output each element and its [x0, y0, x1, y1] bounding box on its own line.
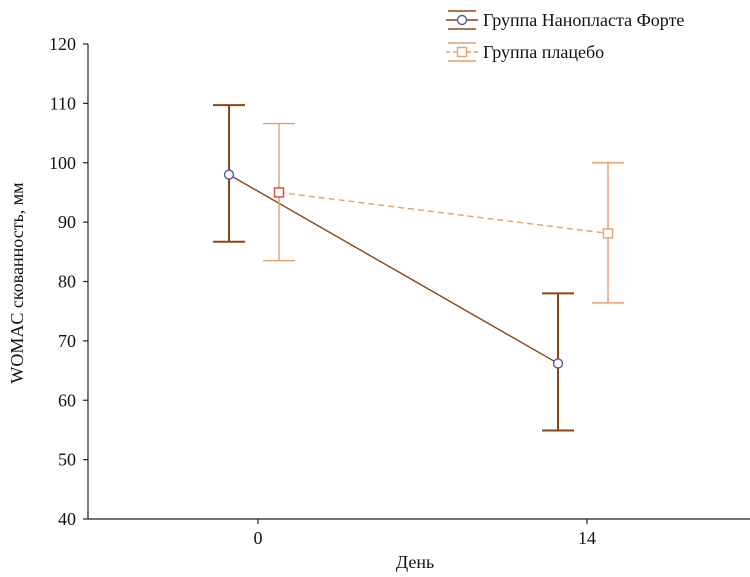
legend-label: Группа Нанопласта Форте: [483, 10, 684, 30]
y-tick-label: 90: [58, 212, 76, 232]
y-ticks: 40 50 60 70 80 90 100 110 120: [49, 34, 88, 529]
y-tick-label: 80: [58, 272, 76, 292]
y-tick-label: 70: [58, 331, 76, 351]
y-tick-label: 40: [58, 509, 76, 529]
series-line: [278, 191, 609, 235]
legend-marker: [456, 46, 468, 58]
legend-item-2: Группа плацебо: [446, 42, 604, 62]
data-point: [602, 228, 614, 239]
legend-marker: [456, 14, 468, 26]
y-tick-label: 50: [58, 450, 76, 470]
data-point: [223, 169, 235, 180]
x-tick-label: 0: [254, 528, 263, 548]
legend-label: Группа плацебо: [483, 42, 604, 62]
series-layer: [213, 104, 624, 432]
series-line: [228, 174, 559, 365]
x-axis-title: День: [396, 552, 434, 572]
x-ticks: 0 14: [254, 519, 596, 548]
y-tick-label: 110: [50, 93, 76, 113]
legend-item-1: Группа Нанопласта Форте: [446, 10, 684, 30]
legend: Группа Нанопласта Форте Группа плацебо: [446, 10, 684, 62]
y-tick-label: 60: [58, 390, 76, 410]
x-tick-label: 14: [578, 528, 596, 548]
axes: [87, 44, 750, 520]
series-1: [213, 104, 574, 432]
data-point: [552, 358, 564, 369]
data-point: [273, 187, 285, 198]
y-tick-label: 100: [49, 153, 76, 173]
y-axis-title: WOMAC скованность, мм: [7, 182, 27, 383]
series-2: [263, 122, 624, 304]
y-tick-label: 120: [49, 34, 76, 54]
